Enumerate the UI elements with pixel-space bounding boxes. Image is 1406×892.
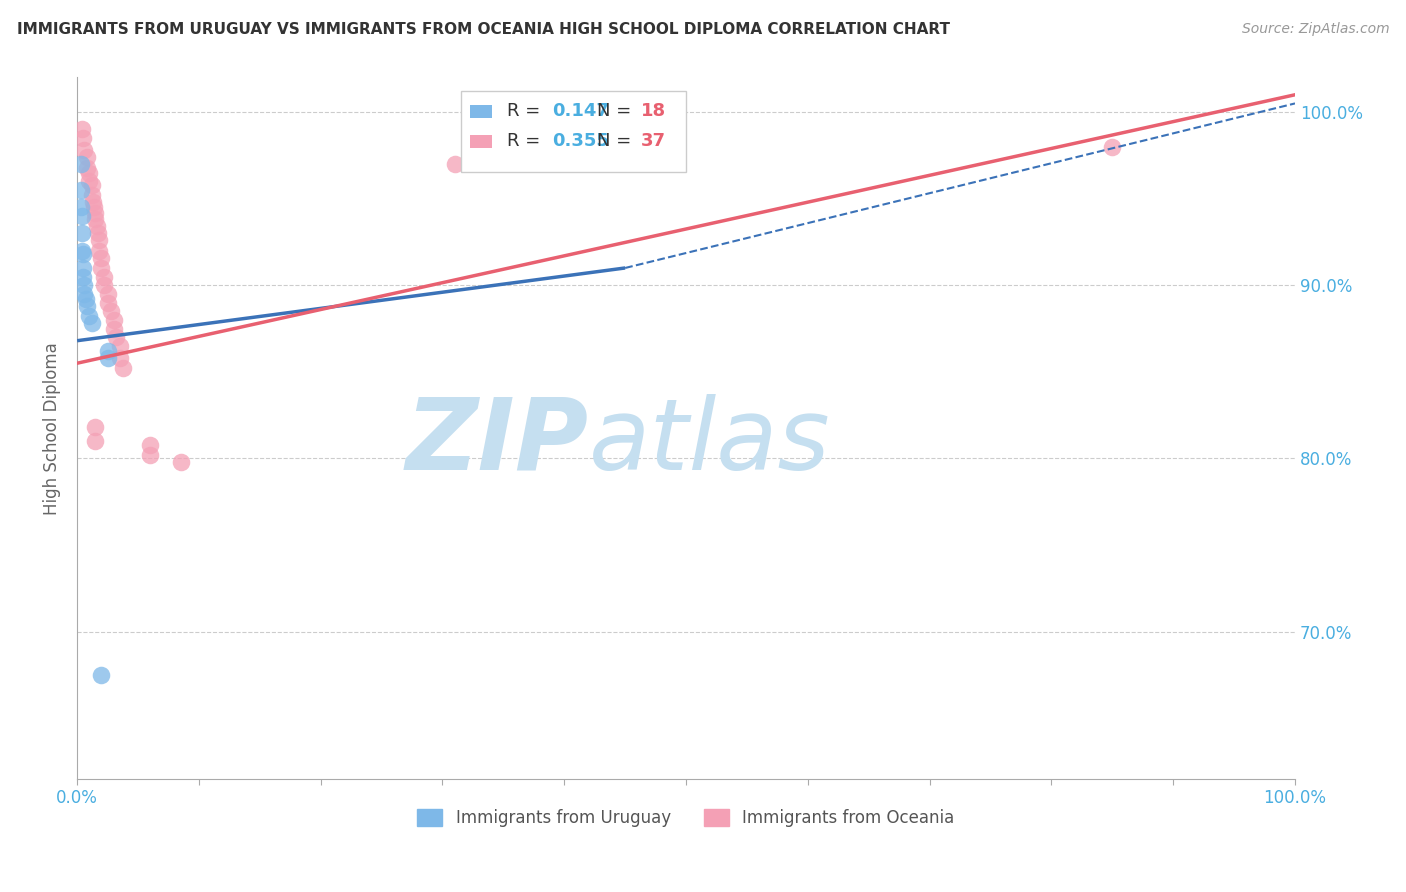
Text: N =: N = xyxy=(598,132,637,150)
Point xyxy=(73,287,96,301)
Text: 37: 37 xyxy=(641,132,666,150)
Point xyxy=(77,166,100,180)
Point xyxy=(90,251,112,265)
Point xyxy=(80,188,103,202)
Point xyxy=(76,299,98,313)
FancyBboxPatch shape xyxy=(461,92,686,172)
Point xyxy=(84,205,107,219)
Y-axis label: High School Diploma: High School Diploma xyxy=(44,342,60,515)
Text: R =: R = xyxy=(508,102,546,120)
Text: ZIP: ZIP xyxy=(405,393,589,491)
Point xyxy=(103,321,125,335)
Text: N =: N = xyxy=(598,102,637,120)
Point xyxy=(84,434,107,449)
Point xyxy=(70,209,93,223)
Text: atlas: atlas xyxy=(589,393,831,491)
FancyBboxPatch shape xyxy=(471,105,492,118)
Point xyxy=(87,227,110,241)
Point xyxy=(77,310,100,324)
Point xyxy=(93,269,115,284)
Point xyxy=(75,292,97,306)
Text: 0.355: 0.355 xyxy=(553,132,609,150)
Point xyxy=(96,351,118,365)
Point xyxy=(72,247,94,261)
Point xyxy=(93,278,115,293)
Point xyxy=(90,260,112,275)
Point xyxy=(139,437,162,451)
Point xyxy=(169,455,191,469)
Text: Source: ZipAtlas.com: Source: ZipAtlas.com xyxy=(1241,22,1389,37)
Legend: Immigrants from Uruguay, Immigrants from Oceania: Immigrants from Uruguay, Immigrants from… xyxy=(411,802,962,834)
Point xyxy=(96,287,118,301)
Point xyxy=(72,260,94,275)
Point xyxy=(70,244,93,258)
Point xyxy=(84,420,107,434)
Point xyxy=(77,174,100,188)
Point xyxy=(96,295,118,310)
Point xyxy=(69,157,91,171)
Point xyxy=(87,233,110,247)
Text: R =: R = xyxy=(508,132,546,150)
Point xyxy=(90,668,112,682)
Point xyxy=(103,313,125,327)
Point xyxy=(112,361,135,376)
Point xyxy=(69,183,91,197)
Point xyxy=(70,227,93,241)
FancyBboxPatch shape xyxy=(471,135,492,147)
Point xyxy=(80,178,103,192)
Point xyxy=(70,122,93,136)
Point xyxy=(443,157,465,171)
Point xyxy=(73,143,96,157)
Point xyxy=(73,278,96,293)
Text: 18: 18 xyxy=(641,102,666,120)
Point xyxy=(139,448,162,462)
Point xyxy=(105,330,128,344)
Point xyxy=(72,269,94,284)
Point xyxy=(69,200,91,214)
Point xyxy=(108,351,131,365)
Point xyxy=(82,195,104,210)
Point xyxy=(72,131,94,145)
Point xyxy=(83,200,105,214)
Point xyxy=(1101,139,1123,153)
Point xyxy=(87,244,110,258)
Point xyxy=(80,317,103,331)
Point xyxy=(84,212,107,227)
Point xyxy=(100,304,122,318)
Text: 0.147: 0.147 xyxy=(553,102,609,120)
Point xyxy=(108,339,131,353)
Text: IMMIGRANTS FROM URUGUAY VS IMMIGRANTS FROM OCEANIA HIGH SCHOOL DIPLOMA CORRELATI: IMMIGRANTS FROM URUGUAY VS IMMIGRANTS FR… xyxy=(17,22,950,37)
Point xyxy=(76,161,98,175)
Point xyxy=(96,344,118,359)
Point xyxy=(76,150,98,164)
Point xyxy=(86,219,108,234)
